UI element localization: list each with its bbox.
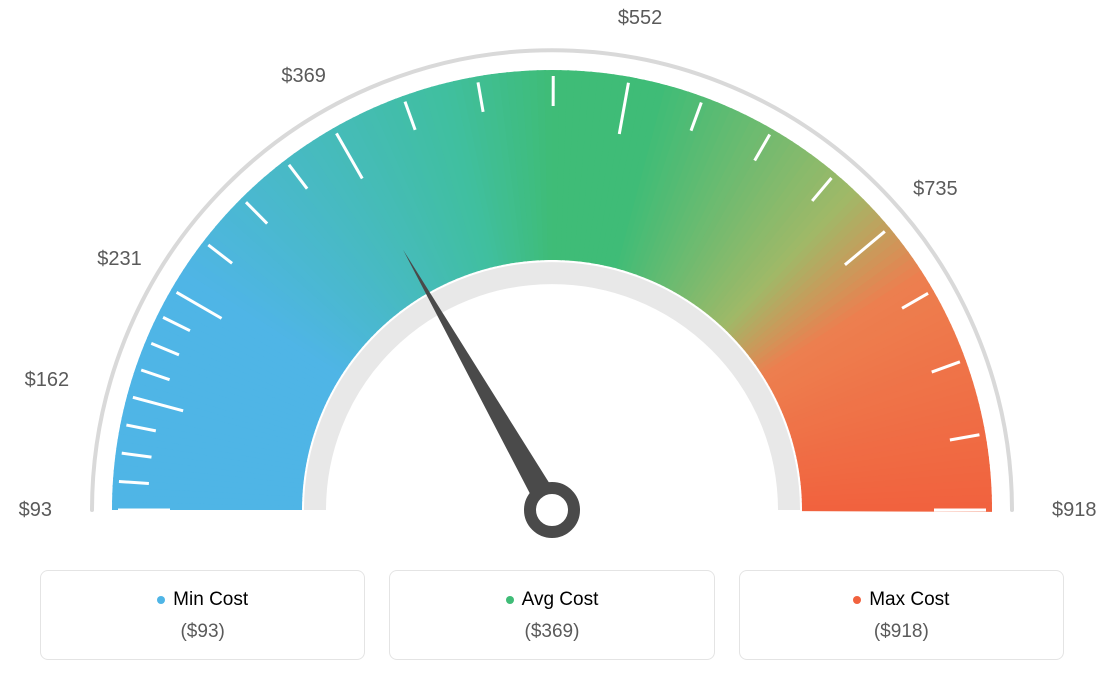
legend-title-avg: Avg Cost xyxy=(506,589,599,611)
legend-dot-min xyxy=(157,596,165,604)
legend-card-max: Max Cost ($918) xyxy=(739,570,1064,660)
legend-label: Avg Cost xyxy=(522,589,599,611)
legend-title-min: Min Cost xyxy=(157,589,248,611)
svg-text:$552: $552 xyxy=(618,7,663,29)
svg-text:$369: $369 xyxy=(281,65,326,87)
svg-text:$918: $918 xyxy=(1052,499,1097,521)
svg-text:$735: $735 xyxy=(913,178,958,200)
svg-text:$93: $93 xyxy=(19,499,52,521)
legend-value-max: ($918) xyxy=(750,621,1053,643)
legend-card-avg: Avg Cost ($369) xyxy=(389,570,714,660)
svg-text:$231: $231 xyxy=(97,248,142,270)
legend-value-avg: ($369) xyxy=(400,621,703,643)
legend-dot-max xyxy=(853,596,861,604)
svg-text:$162: $162 xyxy=(25,369,70,391)
legend-label: Max Cost xyxy=(869,589,949,611)
gauge-svg: $93 $162 $231 $369 $552 $735 $918 xyxy=(0,0,1104,560)
legend-label: Min Cost xyxy=(173,589,248,611)
legend-value-min: ($93) xyxy=(51,621,354,643)
legend-card-min: Min Cost ($93) xyxy=(40,570,365,660)
legend-dot-avg xyxy=(506,596,514,604)
gauge-area: $93 $162 $231 $369 $552 $735 $918 xyxy=(0,0,1104,560)
legend-title-max: Max Cost xyxy=(853,589,949,611)
cost-gauge-chart: { "gauge": { "type": "gauge", "min": 93,… xyxy=(0,0,1104,690)
legend-row: Min Cost ($93) Avg Cost ($369) Max Cost … xyxy=(40,570,1064,660)
